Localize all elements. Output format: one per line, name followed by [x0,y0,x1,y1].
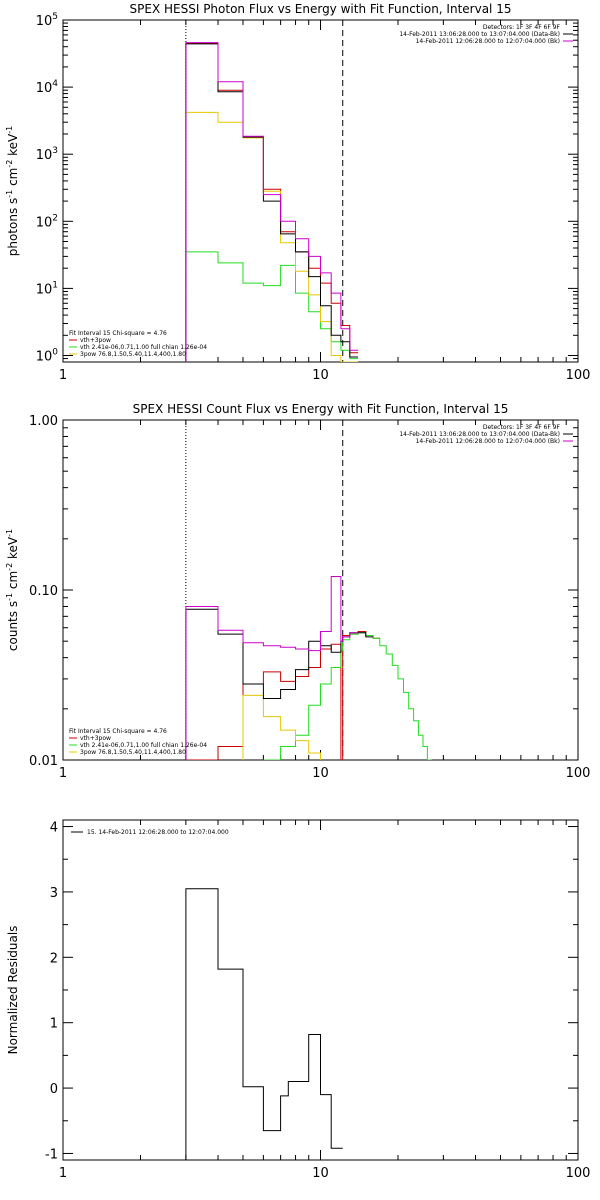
chart-title: SPEX HESSI Photon Flux vs Energy with Fi… [130,2,512,16]
series-line-2 [185,111,359,362]
legend-label: vth+3pow [80,337,111,344]
legend-label: vth+3pow [80,735,111,742]
header-note: Detectors: 1F 3F 4F 6F 9F [483,24,561,31]
series-line-3 [185,608,374,760]
header-note: 14-Feb-2011 12:06:28.000 to 12:07:04.000… [416,38,560,45]
y-tick-label: 2 [50,951,58,966]
series-line-1 [185,251,359,362]
x-tick-label: 10 [312,766,329,781]
y-tick-label: 100 [36,347,59,364]
x-tick-label: 10 [312,368,329,383]
series-line-1 [263,632,432,760]
legend-label: 15. 14-Feb-2011 12:06:28.000 to 12:07:04… [87,829,229,836]
series-line-3 [185,43,359,362]
y-axis-label: photons s-1 cm-2 keV-1 [5,126,20,257]
x-tick-label: 10 [312,1166,329,1181]
plot-frame [62,419,579,761]
y-tick-label: 104 [36,79,59,96]
y-tick-label: 1.00 [29,414,58,429]
y-tick-label: 105 [36,12,58,29]
y-tick-label: 0 [50,1082,58,1097]
x-tick-label: 100 [566,1166,591,1181]
x-tick-label: 100 [566,368,591,383]
y-tick-label: 102 [36,213,58,230]
y-tick-label: 101 [36,280,58,297]
chart-title: SPEX HESSI Count Flux vs Energy with Fit… [133,402,509,416]
x-tick-label: 100 [566,766,591,781]
y-tick-label: 103 [36,146,58,163]
y-tick-label: 3 [50,886,58,901]
header-note: 14-Feb-2011 13:06:28.000 to 13:07:04.000… [399,431,560,438]
series-line-4 [185,42,359,362]
series-line-0 [185,42,359,362]
x-tick-label: 1 [59,766,67,781]
plot-frame [62,819,579,1161]
header-note: Detectors: 1F 3F 4F 6F 9F [483,424,561,431]
legend-label: vth 2.41e-06,0.71,1.00 full chian 1.26e-… [80,344,207,351]
panel-resid: 1 10 100 -1 0 1 2 3 4 Normalized Residuals 15. 14-… [6,819,591,1181]
header-note: 14-Feb-2011 13:06:28.000 to 13:07:04.000… [399,31,560,38]
y-tick-label: -1 [45,1147,58,1162]
panel-photon: SPEX HESSI Photon Flux vs Energy with Fi… [5,2,590,383]
legend-label: 3pow 76.8,1.50,5.40,11.4,400,1.80 [80,351,186,358]
y-axis-label: Normalized Residuals [6,926,20,1055]
panel-count: SPEX HESSI Count Flux vs Energy with Fit… [5,402,591,781]
x-tick-label: 1 [59,368,67,383]
y-tick-label: 1 [50,1017,58,1032]
series-line-0 [185,631,380,760]
legend-title: Fit Interval 15 Chi-square = 4.76 [69,330,167,337]
legend-title: Fit Interval 15 Chi-square = 4.76 [69,728,167,735]
y-tick-label: 0.10 [29,584,58,599]
series-line-0 [185,888,343,1160]
legend-label: vth 2.41e-06,0.71,1.00 full chian 1.26e-… [80,742,207,749]
y-axis-label: counts s-1 cm-2 keV-1 [5,529,20,651]
y-tick-label: 0.01 [29,754,58,769]
legend-label: 3pow 76.8,1.50,5.40,11.4,400,1.80 [80,749,186,756]
series-line-4 [185,576,359,760]
header-note: 14-Feb-2011 12:06:28.000 to 12:07:04.000… [416,438,560,445]
x-tick-label: 1 [59,1166,67,1181]
series-line-2 [242,694,321,760]
y-tick-label: 4 [50,821,58,836]
